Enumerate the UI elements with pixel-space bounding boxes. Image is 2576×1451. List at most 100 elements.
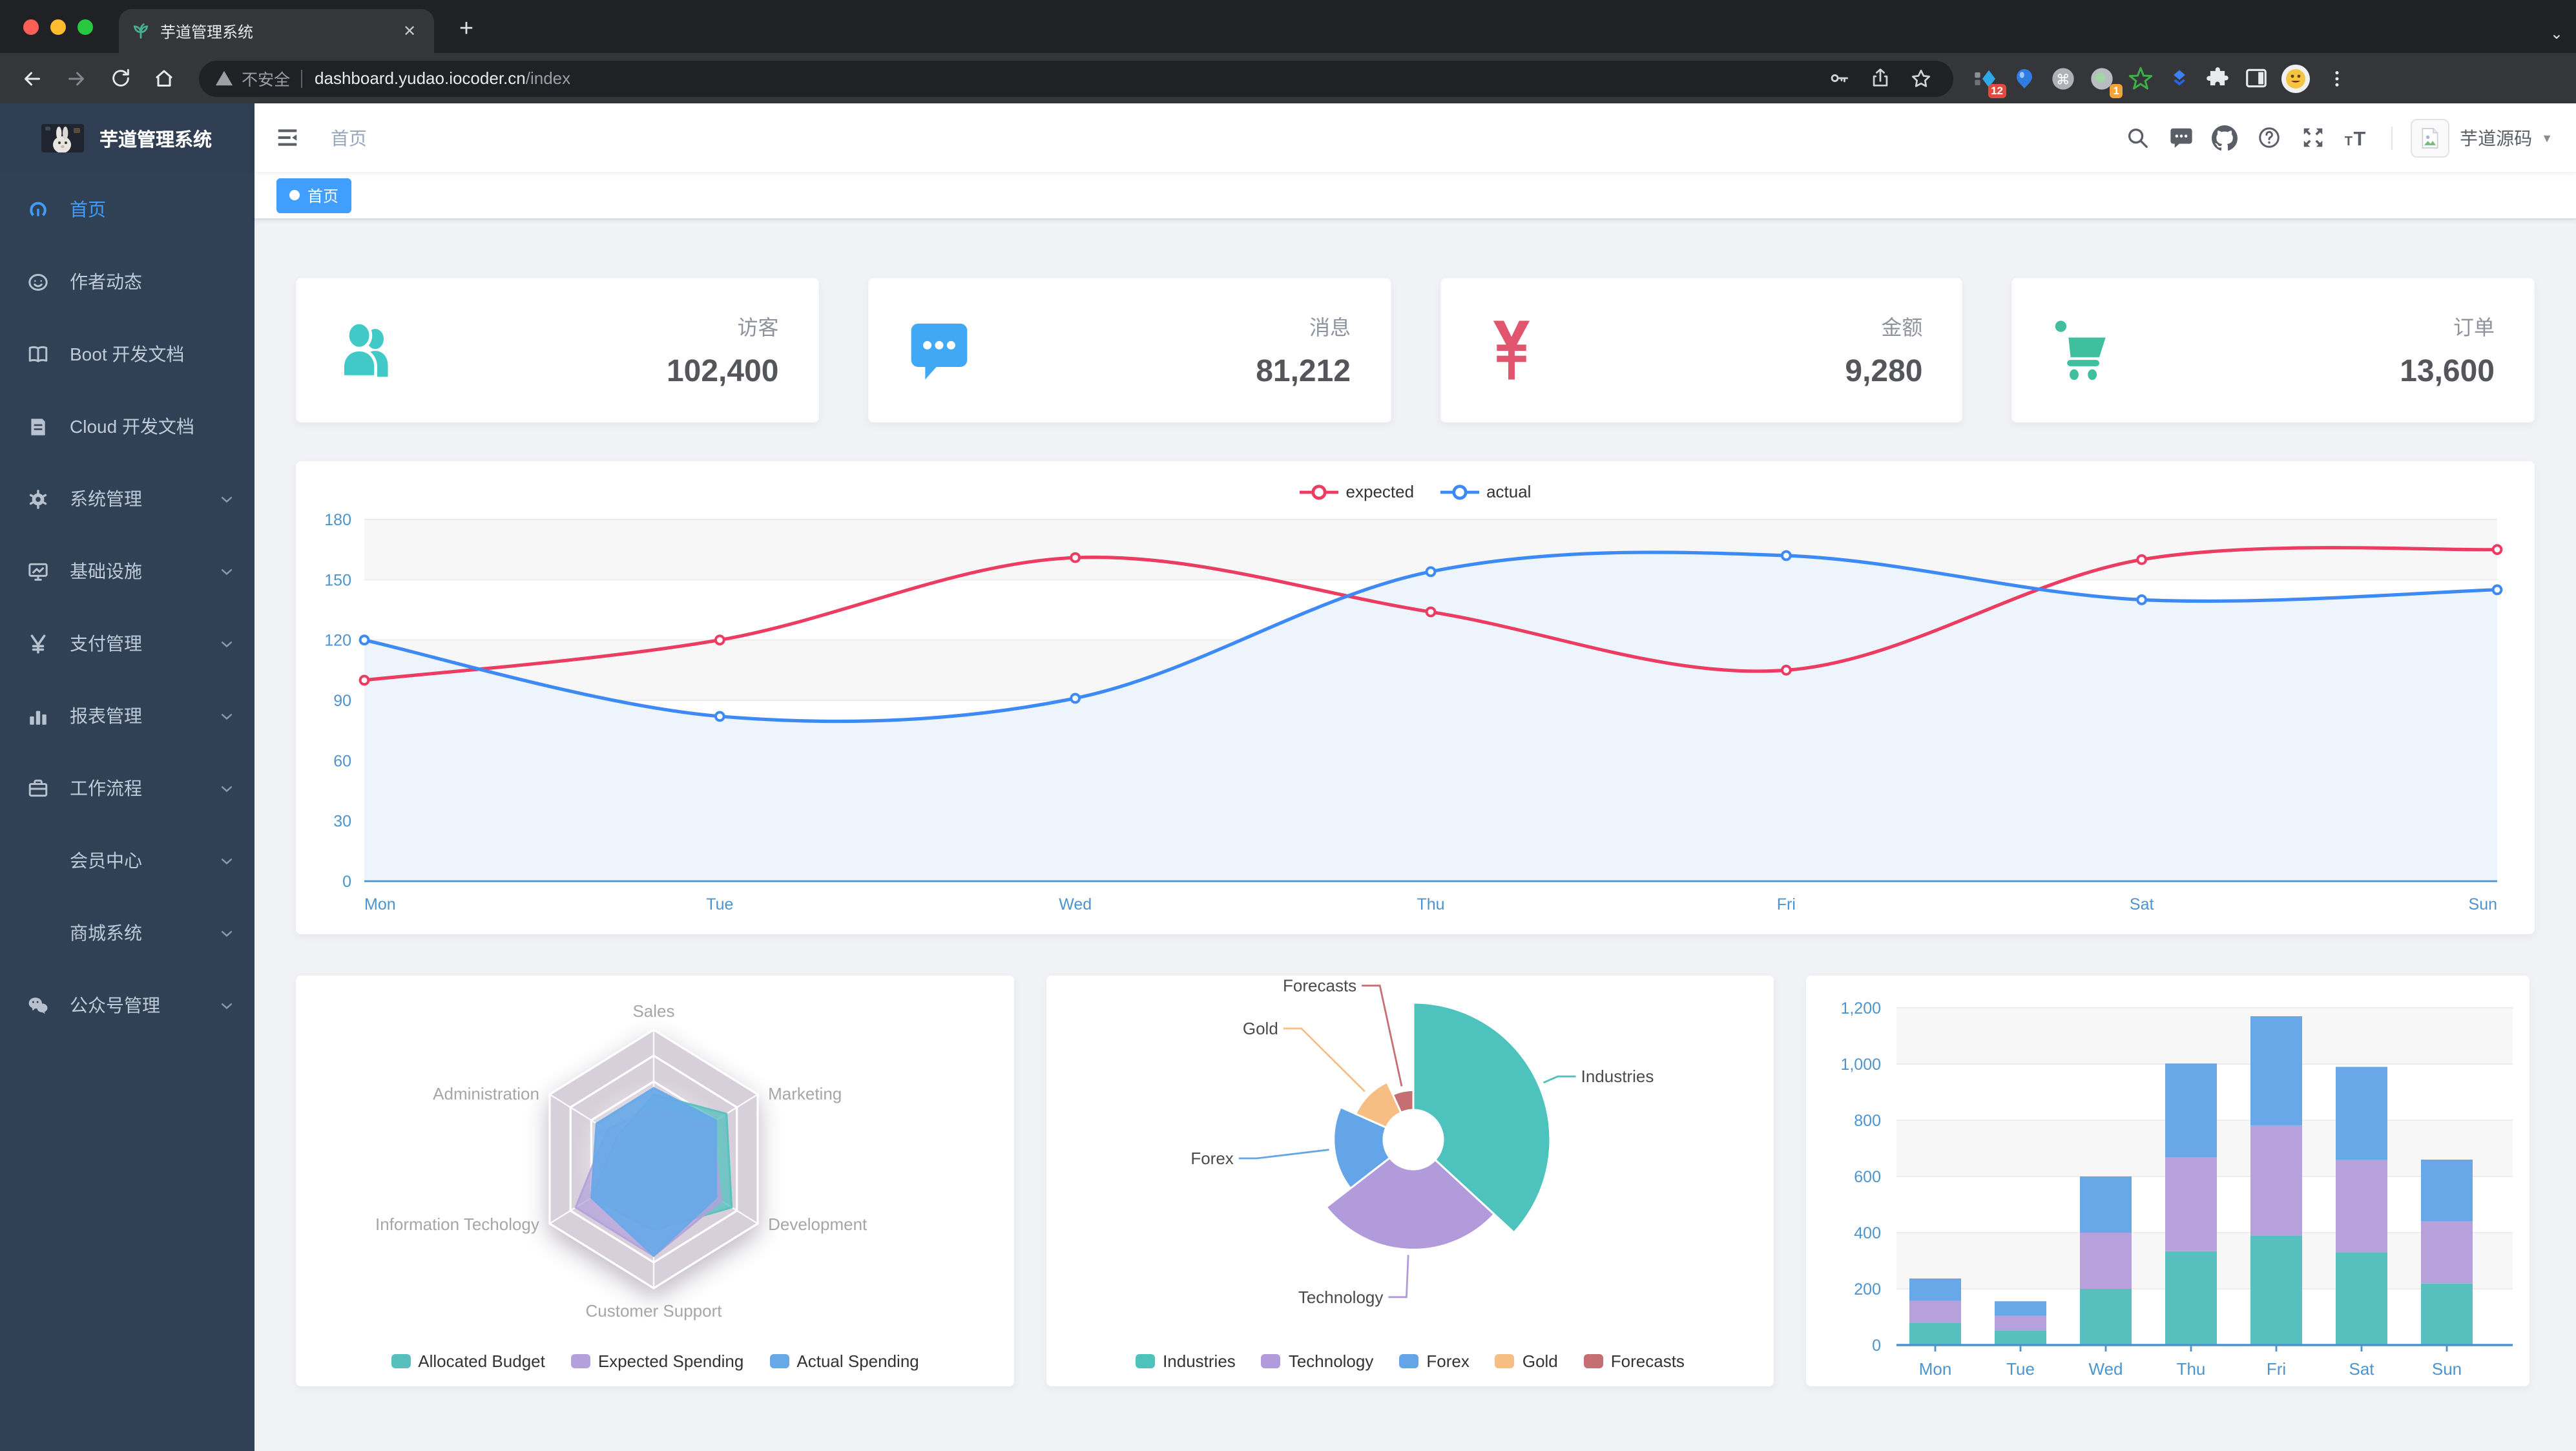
share-icon[interactable] [1863, 61, 1896, 95]
stat-card-0[interactable]: 访客 102,400 [296, 278, 819, 423]
bar-chart[interactable]: 0 200 400 600 800 1,000 1,200 Mon Tue Wed Thu Fri Sa… [1806, 976, 2529, 1393]
line-chart[interactable]: 0 30 60 90 120 150 180 Mon Tue Wed Thu Fri Sat Sun [296, 461, 2535, 941]
reload-button[interactable] [101, 59, 140, 98]
puzzle-extensions-icon[interactable] [2200, 61, 2235, 96]
forward-button[interactable] [57, 59, 96, 98]
user-name[interactable]: 芋道源码 [2460, 127, 2533, 148]
sidebar-item-5[interactable]: 基础设施 [0, 535, 254, 607]
balloon-extension-icon[interactable] [2006, 61, 2041, 96]
sidebar-item-8[interactable]: 工作流程 [0, 752, 254, 824]
new-tab-button[interactable]: + [459, 16, 474, 43]
chevron-down-icon [220, 492, 234, 506]
bottom-charts-row: Sales Administration Information Techology… [296, 976, 2535, 1386]
legend-item[interactable]: Gold [1495, 1352, 1558, 1371]
sidebar-item-4[interactable]: 系统管理 [0, 463, 254, 535]
sidebar-item-7[interactable]: 报表管理 [0, 680, 254, 752]
user-dropdown-caret-icon[interactable]: ▼ [2541, 131, 2553, 144]
sidebar-item-3[interactable]: Cloud 开发文档 [0, 390, 254, 463]
recorder-extension-icon[interactable]: 1 [2084, 61, 2123, 98]
stat-cards-row: 访客 102,400 消息 81,212 金额 9,280 订单 13,600 [296, 278, 2535, 423]
diamond-extension-icon[interactable]: 12 [1968, 61, 2006, 98]
message-bubble-icon[interactable] [2159, 116, 2203, 160]
sidebar: 芋道管理系统 首页 作者动态 Boot 开发文档 Cloud 开发文档 系统管理 基础设施… [0, 103, 254, 1451]
extensions-row: 12 ⌘ 1 [1964, 61, 2312, 98]
tab-close-icon[interactable]: ✕ [402, 22, 417, 40]
stat-label: 订单 [2453, 318, 2495, 340]
chevron-down-icon [220, 998, 234, 1012]
navbar-separator [2391, 126, 2393, 149]
svg-text:Mon: Mon [364, 895, 396, 913]
tag-dot-icon [289, 190, 300, 200]
chevron-down-icon [220, 709, 234, 723]
extension-badge: 1 [2110, 84, 2123, 98]
sidebar-item-10[interactable]: 商城系统 [0, 897, 254, 969]
sidebar-item-1[interactable]: 作者动态 [0, 245, 254, 318]
legend-item[interactable]: actual [1440, 482, 1531, 501]
svg-text:1,000: 1,000 [1840, 1056, 1881, 1074]
url-divider [300, 69, 302, 87]
legend-item[interactable]: Technology [1261, 1352, 1374, 1371]
message-icon [906, 317, 973, 384]
pie-chart[interactable]: Industries Technology Forex Gold Forecasts [1046, 976, 1774, 1393]
search-icon[interactable] [2115, 116, 2159, 160]
legend-label: Technology [1288, 1352, 1374, 1371]
collapse-sidebar-icon[interactable] [254, 103, 320, 172]
user-avatar[interactable] [2411, 118, 2450, 157]
stat-card-2[interactable]: 金额 9,280 [1440, 278, 1963, 423]
breadcrumb[interactable]: 首页 [331, 127, 367, 148]
tag-home[interactable]: 首页 [276, 178, 352, 213]
svg-text:Fri: Fri [2267, 1359, 2286, 1379]
legend-label: Gold [1522, 1352, 1558, 1371]
stat-card-3[interactable]: 订单 13,600 [2011, 278, 2535, 423]
legend-item[interactable]: Industries [1136, 1352, 1236, 1371]
svg-text:90: 90 [333, 692, 351, 710]
security-label[interactable]: 不安全 [242, 71, 291, 89]
chevrons-extension-icon[interactable] [2161, 61, 2196, 96]
no-icon [26, 849, 49, 872]
browser-tab[interactable]: 芋道管理系统 ✕ [119, 9, 434, 53]
legend-item[interactable]: Expected Spending [570, 1352, 743, 1371]
legend-item[interactable]: expected [1299, 482, 1414, 501]
help-question-icon[interactable] [2247, 116, 2290, 160]
app-title: 芋道管理系统 [99, 130, 212, 151]
legend-item[interactable]: Allocated Budget [391, 1352, 545, 1371]
svg-text:60: 60 [333, 752, 351, 770]
legend-label: Allocated Budget [418, 1352, 545, 1371]
sidebar-item-11[interactable]: 公众号管理 [0, 969, 254, 1041]
legend-item[interactable]: Forecasts [1583, 1352, 1685, 1371]
sidebar-logo[interactable]: 芋道管理系统 [0, 103, 254, 173]
command-extension-icon[interactable]: ⌘ [2045, 61, 2080, 96]
svg-text:Wed: Wed [1059, 895, 1092, 913]
stat-card-1[interactable]: 消息 81,212 [867, 278, 1391, 423]
close-window-button[interactable] [23, 19, 39, 35]
sidebar-item-9[interactable]: 会员中心 [0, 824, 254, 897]
legend-item[interactable]: Forex [1399, 1352, 1470, 1371]
maximize-window-button[interactable] [78, 19, 93, 35]
sidebar-item-label: 公众号管理 [70, 995, 160, 1016]
sidebar-item-0[interactable]: 首页 [0, 173, 254, 245]
github-icon[interactable] [2203, 116, 2247, 160]
not-secure-warning-icon[interactable] [214, 68, 234, 88]
stat-label: 金额 [1881, 318, 1923, 340]
browser-menu-icon[interactable] [2318, 59, 2356, 98]
tab-search-icon[interactable]: ⌄ [2550, 25, 2563, 43]
profile-avatar-icon[interactable] [2278, 61, 2312, 96]
password-key-icon[interactable] [1822, 61, 1855, 95]
author-icon [26, 270, 49, 293]
fullscreen-icon[interactable] [2290, 116, 2334, 160]
sidebar-item-2[interactable]: Boot 开发文档 [0, 318, 254, 390]
url-bar[interactable]: 不安全 dashboard.yudao.iocoder.cn /index [199, 60, 1953, 96]
home-button[interactable] [145, 59, 183, 98]
radar-chart[interactable]: Sales Administration Information Techology… [296, 976, 1014, 1393]
bookmark-star-icon[interactable] [1904, 61, 1938, 95]
star-extension-icon[interactable] [2123, 61, 2157, 96]
side-panel-icon[interactable] [2239, 61, 2274, 96]
minimize-window-button[interactable] [50, 19, 66, 35]
svg-text:T: T [2354, 127, 2366, 149]
sidebar-item-6[interactable]: 支付管理 [0, 607, 254, 680]
back-button[interactable] [13, 59, 52, 98]
chevron-down-icon [220, 926, 234, 940]
legend-item[interactable]: Actual Spending [769, 1352, 919, 1371]
